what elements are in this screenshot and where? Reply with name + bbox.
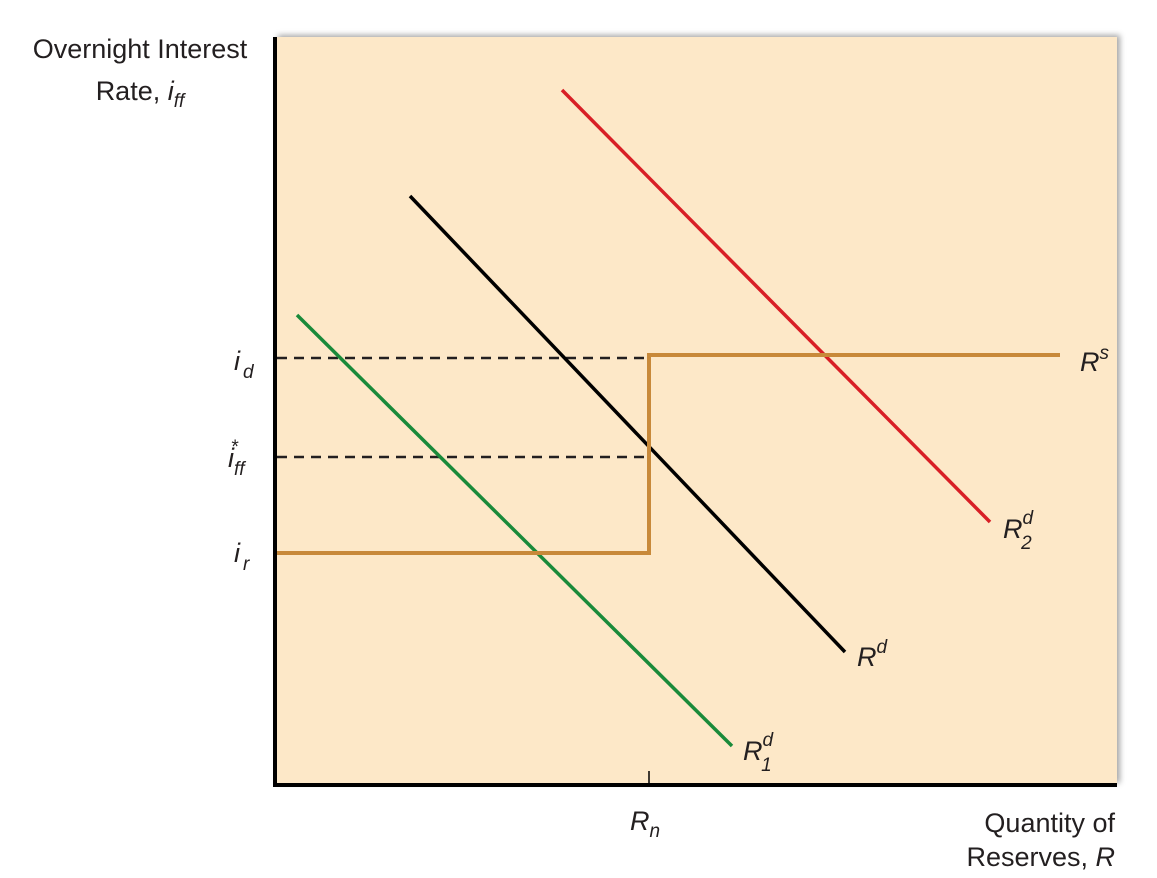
curve-label: Rd 2 (1003, 508, 1035, 554)
plot-panel (275, 37, 1117, 785)
y-marker: iff* (228, 437, 246, 480)
curve-sup: d (877, 637, 889, 658)
curve-sup: d (763, 730, 775, 751)
curve-symbol: R (1080, 347, 1100, 377)
label-part: Rate, (96, 76, 168, 106)
marker-sub: r (243, 554, 250, 575)
supply-curve (275, 353, 1060, 555)
marker-sub: ff (234, 459, 246, 480)
label-part: Reserves, (966, 842, 1095, 872)
curve-symbol: R (1003, 514, 1023, 544)
marker-symbol: R (630, 806, 650, 836)
y-axis-label: Overnight Interest (33, 34, 248, 64)
label-sub: ff (174, 91, 186, 112)
demand-curve-2 (560, 88, 992, 524)
marker-symbol: i (234, 346, 241, 376)
marker-sup: * (231, 437, 239, 458)
y-axis-label: Rate, iff (96, 76, 186, 112)
x-axis-label: Quantity of (984, 808, 1115, 838)
curve-sub: 1 (761, 755, 772, 776)
curve-symbol: R (743, 736, 763, 766)
marker-symbol: i (234, 538, 241, 568)
curve-sup: s (1100, 343, 1110, 364)
curve-sub: 2 (1020, 533, 1032, 554)
x-axis-label: Reserves, R (966, 842, 1115, 872)
curve-label: Rd 1 (743, 730, 775, 776)
marker-sub: n (650, 821, 661, 842)
label-symbol: i (168, 76, 175, 106)
demand-curve (408, 194, 847, 654)
demand-curve-1 (295, 313, 734, 748)
curve-label: Rs (1080, 343, 1110, 377)
curve-label: Rd (857, 637, 889, 672)
marker-sub: d (243, 362, 255, 383)
curve-sup: d (1023, 508, 1035, 529)
marker-symbol: i (228, 443, 235, 473)
x-marker: Rn (630, 806, 660, 842)
curve-symbol: R (857, 642, 877, 672)
label-symbol: R (1096, 842, 1116, 872)
